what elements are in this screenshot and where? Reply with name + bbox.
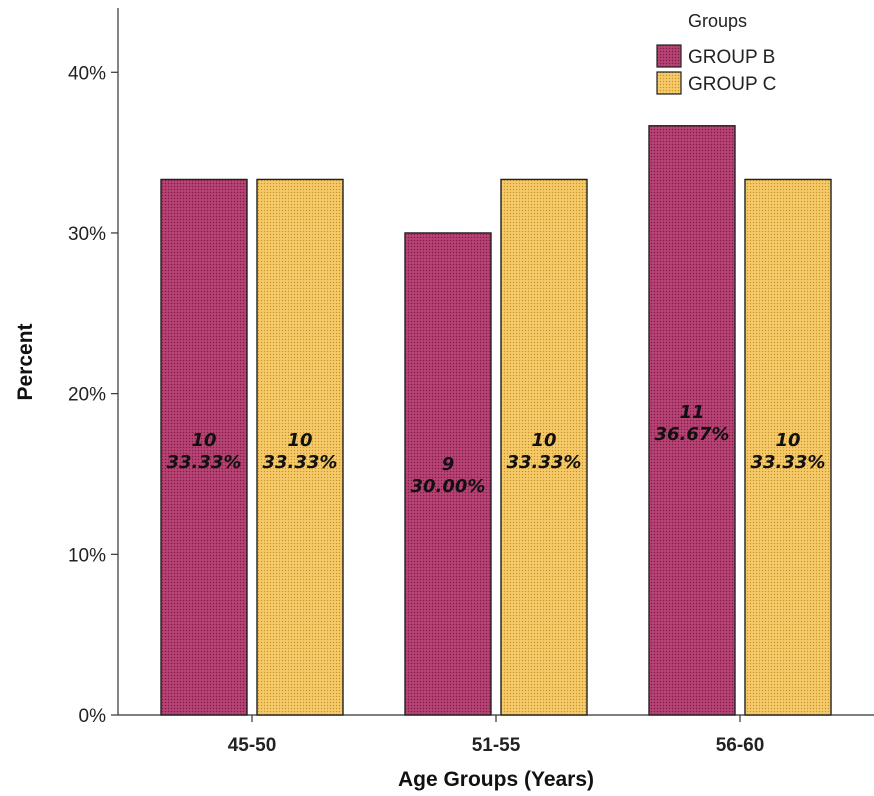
legend: Groups GROUP B GROUP C — [656, 11, 776, 95]
data-label-count: 11 — [679, 402, 704, 423]
bars-group — [160, 125, 832, 716]
x-tick-label: 56-60 — [716, 735, 765, 756]
data-label-count: 9 — [442, 454, 455, 475]
legend-label: GROUP C — [688, 74, 776, 95]
bar — [500, 178, 588, 716]
bar — [648, 125, 736, 716]
data-label-count: 10 — [287, 430, 312, 451]
data-label-count: 10 — [531, 430, 556, 451]
legend-swatch — [656, 71, 682, 95]
data-label-percent: 36.67% — [655, 424, 730, 445]
data-label-percent: 33.33% — [167, 452, 242, 473]
bar — [744, 178, 832, 716]
y-axis-title: Percent — [14, 323, 37, 400]
data-label-count: 10 — [191, 430, 216, 451]
legend-label: GROUP B — [688, 47, 775, 68]
bar — [256, 178, 344, 716]
y-tick-label: 40% — [68, 63, 106, 84]
x-axis-title: Age Groups (Years) — [398, 768, 594, 791]
legend-title: Groups — [688, 11, 747, 31]
y-tick-label: 20% — [68, 385, 106, 406]
data-label-count: 10 — [775, 430, 800, 451]
y-tick-label: 0% — [79, 706, 107, 727]
y-tick-label: 10% — [68, 545, 106, 566]
bar — [160, 178, 248, 716]
data-label-percent: 33.33% — [263, 452, 338, 473]
legend-swatch — [656, 44, 682, 68]
x-tick-label: 51-55 — [472, 735, 521, 756]
axes: 0% 10% 20% 30% 40% 45-50 51-55 56-60 — [68, 8, 874, 756]
x-tick-label: 45-50 — [228, 735, 277, 756]
y-tick-label: 30% — [68, 224, 106, 245]
data-label-percent: 30.00% — [411, 476, 486, 497]
data-label-percent: 33.33% — [751, 452, 826, 473]
bar — [404, 232, 492, 716]
data-label-percent: 33.33% — [507, 452, 582, 473]
